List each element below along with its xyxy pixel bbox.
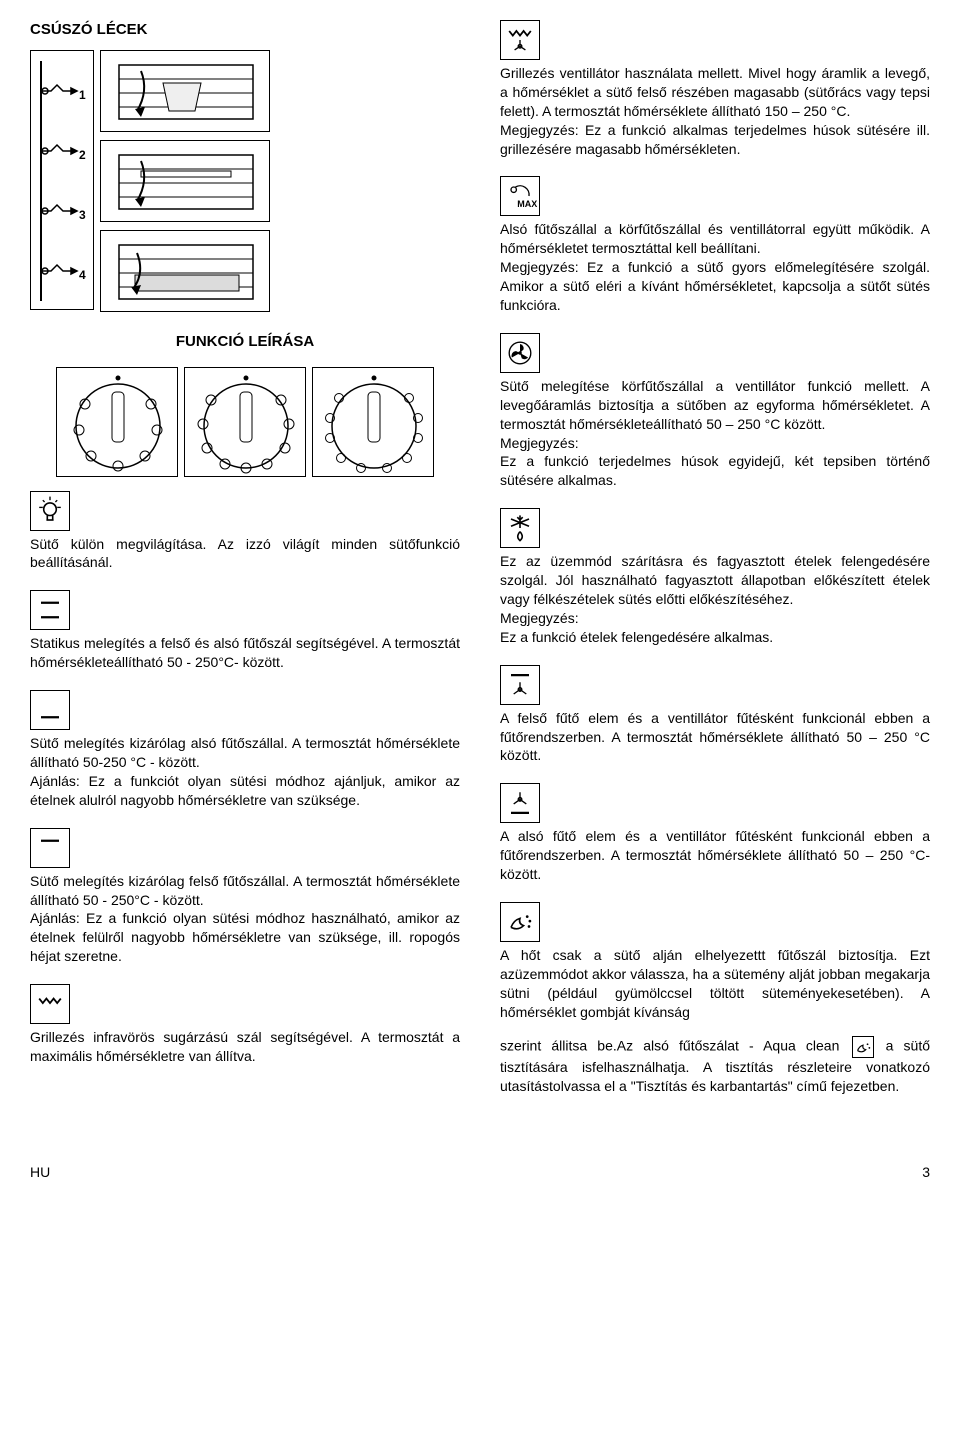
grill-icon [30,984,70,1024]
svg-text:2: 2 [79,148,86,162]
bottom-fan-text: A alsó fűtő elem és a ventillátor fűtésk… [500,827,930,884]
conv-fan-note: Ez a funkció terjedelmes húsok egyidejű,… [500,452,930,490]
aqua-post1: szerint állitsa be.Az alsó fűtőszálat - … [500,1037,850,1053]
oven-step3-diagram [100,230,270,312]
function-description-title: FUNKCIÓ LEÍRÁSA [30,332,460,352]
dial-2 [184,367,306,477]
grill-ir-text: Grillezés infravörös sugárzású szál segí… [30,1028,460,1066]
conv-fan-note-label: Megjegyzés: [500,434,930,453]
bottom-only-text: Sütő melegítés kizárólag alsó fűtőszálla… [30,734,460,772]
svg-text:3: 3 [79,208,86,222]
aqua-inline-icon [852,1036,874,1058]
oven-step1-diagram [100,50,270,132]
top-only-text: Sütő melegítés kizárólag felső fűtőszáll… [30,872,460,910]
convection-fan-icon [500,333,540,373]
sliding-rails-title: CSÚSZÓ LÉCEK [30,20,460,40]
conv-fan-text: Sütő melegítése körfűtőszállal a ventill… [500,377,930,434]
conventional-heat-icon [30,590,70,630]
footer-page: 3 [922,1163,930,1182]
footer-lang: HU [30,1163,50,1182]
light-text: Sütő külön megvilágítása. Az izzó világí… [30,535,460,573]
oven-step2-diagram [100,140,270,222]
svg-text:4: 4 [79,268,86,282]
grill-fan-icon [500,20,540,60]
defrost-text: Ez az üzemmód szárításra és fagyasztott … [500,552,930,609]
svg-text:MAX: MAX [517,199,537,209]
max-preheat-icon: MAX [500,176,540,216]
grill-fan-note: Megjegyzés: Ez a funkció alkalmas terjed… [500,121,930,159]
dial-3 [312,367,434,477]
dial-row [30,367,460,477]
aqua-pre-text: A hőt csak a sütő alján elhelyezettt fűt… [500,946,930,1022]
svg-text:1: 1 [79,88,86,102]
defrost-icon [500,508,540,548]
max-text: Alsó fűtőszállal a körfűtőszállal és ven… [500,220,930,258]
max-note: Megjegyzés: Ez a funkció a sütő gyors el… [500,258,930,315]
dial-1 [56,367,178,477]
defrost-note: Ez a funkció ételek felengedésére alkalm… [500,628,930,647]
static-heat-text: Statikus melegítés a felső és alsó fűtős… [30,634,460,672]
rail-panel-diagram: 1 2 3 4 [30,50,94,310]
aqua-post-text: szerint állitsa be.Az alsó fűtőszálat - … [500,1036,930,1096]
defrost-note-label: Megjegyzés: [500,609,930,628]
aqua-clean-icon [500,902,540,942]
bottom-heat-fan-icon [500,783,540,823]
grill-fan-text: Grillezés ventillátor használata mellett… [500,64,930,121]
top-heat-icon [30,828,70,868]
bottom-heat-icon [30,690,70,730]
top-only-hint: Ajánlás: Ez a funkció olyan sütési módho… [30,909,460,966]
bottom-only-hint: Ajánlás: Ez a funkciót olyan sütési módh… [30,772,460,810]
rail-illustrations: 1 2 3 4 [30,50,460,312]
top-heat-fan-icon [500,665,540,705]
light-icon [30,491,70,531]
top-fan-text: A felső fűtő elem és a ventillátor fűtés… [500,709,930,766]
